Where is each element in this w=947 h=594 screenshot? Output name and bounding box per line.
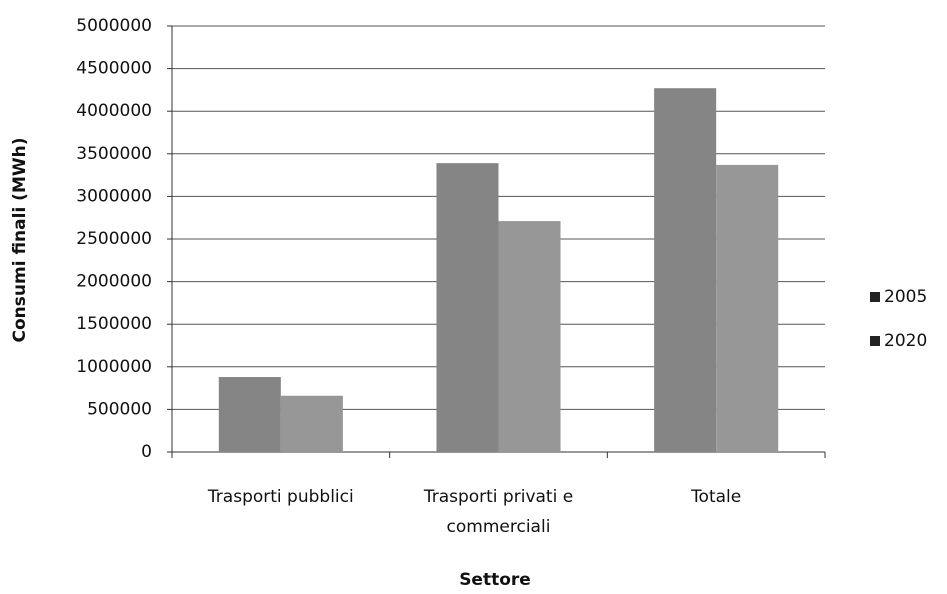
y-tick-label: 3000000 <box>76 186 152 206</box>
legend-label: 2020 <box>884 331 927 351</box>
y-tick-label: 0 <box>141 442 152 462</box>
bar <box>436 163 499 452</box>
legend-swatch <box>870 292 880 302</box>
y-tick-label: 4500000 <box>76 59 152 79</box>
legend-swatch <box>870 336 880 346</box>
x-tick-label: Trasporti privati e commerciali <box>423 487 574 537</box>
y-tick-label: 4000000 <box>76 101 152 121</box>
x-tick-label: Totale <box>691 487 742 507</box>
y-tick-label: 2500000 <box>76 229 152 249</box>
x-axis-label: Settore <box>459 570 531 590</box>
y-tick-label: 3500000 <box>76 144 152 164</box>
y-tick-label: 500000 <box>87 399 152 419</box>
y-tick-label: 5000000 <box>76 16 152 36</box>
bar <box>218 377 281 452</box>
legend-label: 2005 <box>884 287 927 307</box>
bar <box>280 395 343 452</box>
y-tick-label: 1500000 <box>76 314 152 334</box>
bar <box>498 221 561 452</box>
y-tick-label: 2000000 <box>76 272 152 292</box>
y-axis-label: Consumi finali (MWh) <box>10 138 30 343</box>
y-tick-label: 1000000 <box>76 357 152 377</box>
bar <box>654 88 717 453</box>
bar <box>716 164 779 452</box>
x-tick-label: Trasporti pubblici <box>207 487 354 507</box>
